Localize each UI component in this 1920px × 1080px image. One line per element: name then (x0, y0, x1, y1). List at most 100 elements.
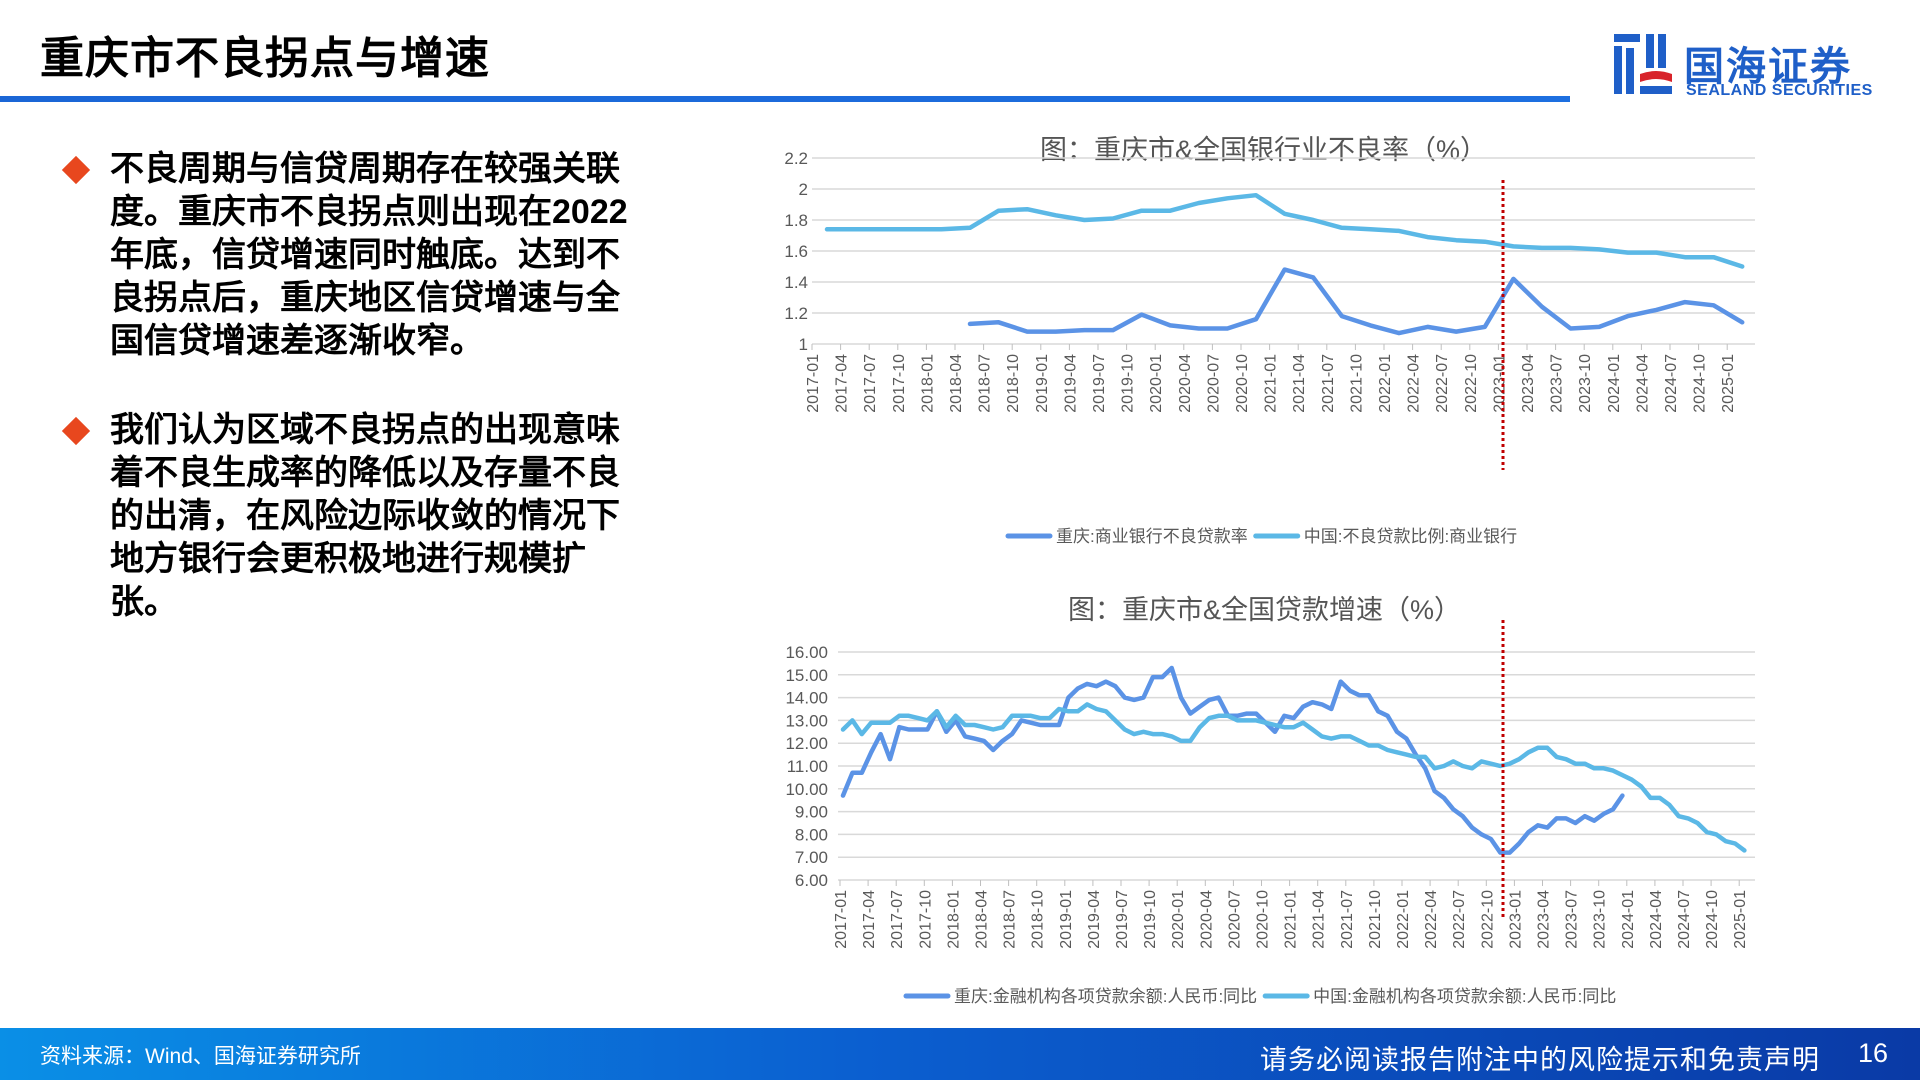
series-line-chongqing (967, 267, 1745, 336)
x-axis-tick-label: 2018-10 (1030, 890, 1047, 949)
x-axis-tick-label: 2023-04 (1520, 354, 1537, 413)
x-axis-tick-label: 2017-04 (834, 354, 851, 413)
series-line-china (840, 702, 1747, 853)
disclaimer-link[interactable]: 请务必阅读报告附注中的风险提示和免责声明 (1260, 1045, 1820, 1075)
x-axis-tick-label: 2024-04 (1648, 890, 1665, 949)
bullet-text: 不良周期与信贷周期存在较强关联度。重庆市不良拐点则出现在2022年底，信贷增速同… (110, 150, 628, 360)
x-axis-tick-label: 2022-07 (1434, 354, 1451, 413)
x-axis-tick-label: 2020-04 (1177, 354, 1194, 413)
y-axis-tick-label: 13.00 (785, 711, 828, 730)
y-axis-tick-label: 2 (799, 180, 808, 199)
y-axis-tick-label: 7.00 (795, 848, 828, 867)
x-axis-tick-label: 2017-01 (805, 354, 822, 413)
x-axis-tick-label: 2021-07 (1339, 890, 1356, 949)
x-axis-tick-label: 2020-07 (1205, 354, 1222, 413)
company-logo: 国海证券 SEALAND SECURITIES (1612, 24, 1882, 104)
x-axis-tick-label: 2019-07 (1091, 354, 1108, 413)
x-axis-tick-label: 2024-07 (1676, 890, 1693, 949)
x-axis-tick-label: 2019-04 (1086, 890, 1103, 949)
bullet-item: 我们认为区域不良拐点的出现意味着不良生成率的降低以及存量不良的出清，在风险边际收… (60, 409, 640, 624)
x-axis-tick-label: 2018-04 (974, 890, 991, 949)
legend-label: 重庆:商业银行不良贷款率 (1056, 527, 1248, 546)
series-line-china (824, 192, 1745, 269)
y-axis-tick-label: 9.00 (795, 803, 828, 822)
x-axis-tick-label: 2021-01 (1263, 354, 1280, 413)
x-axis-tick-label: 2024-10 (1692, 354, 1709, 413)
x-axis-tick-label: 2022-07 (1451, 890, 1468, 949)
data-source: 资料来源：Wind、国海证券研究所 (40, 1045, 361, 1068)
x-axis-tick-label: 2022-10 (1479, 890, 1496, 949)
y-axis-tick-label: 8.00 (795, 825, 828, 844)
x-axis-tick-label: 2022-10 (1463, 354, 1480, 413)
x-axis-tick-label: 2017-04 (861, 890, 878, 949)
y-axis-tick-label: 1.4 (784, 273, 808, 292)
x-axis-tick-label: 2021-07 (1320, 354, 1337, 413)
footer-bar: 资料来源：Wind、国海证券研究所 请务必阅读报告附注中的风险提示和免责声明 1… (0, 1028, 1920, 1080)
x-axis-tick-label: 2021-10 (1367, 890, 1384, 949)
y-axis-tick-label: 1.8 (784, 211, 808, 230)
y-axis-tick-label: 14.00 (785, 689, 828, 708)
sealand-logo-icon (1614, 34, 1672, 94)
x-axis-tick-label: 2018-01 (919, 354, 936, 413)
bullet-item: 不良周期与信贷周期存在较强关联度。重庆市不良拐点则出现在2022年底，信贷增速同… (60, 148, 640, 363)
x-axis-tick-label: 2021-10 (1348, 354, 1365, 413)
legend-label: 中国:不良贷款比例:商业银行 (1304, 527, 1517, 546)
y-axis-tick-label: 1 (799, 335, 808, 354)
x-axis-tick-label: 2025-01 (1732, 890, 1749, 949)
chart-1-title: 图：重庆市&全国银行业不良率（%） (1040, 135, 1488, 165)
x-axis-tick-label: 2019-10 (1142, 890, 1159, 949)
x-axis-tick-label: 2017-10 (891, 354, 908, 413)
x-axis-tick-label: 2023-10 (1577, 354, 1594, 413)
x-axis-tick-label: 2023-07 (1564, 890, 1581, 949)
x-axis-tick-label: 2023-04 (1536, 890, 1553, 949)
x-axis-tick-label: 2021-04 (1311, 890, 1328, 949)
title-underline (0, 96, 1570, 102)
x-axis-tick-label: 2020-10 (1234, 354, 1251, 413)
x-axis-tick-label: 2019-07 (1114, 890, 1131, 949)
x-axis-tick-label: 2018-01 (945, 890, 962, 949)
logo-text-en: SEALAND SECURITIES (1686, 82, 1873, 99)
x-axis-tick-label: 2022-04 (1406, 354, 1423, 413)
x-axis-tick-label: 2019-04 (1062, 354, 1079, 413)
page-number: 16 (1857, 1038, 1888, 1068)
x-axis-tick-label: 2024-07 (1663, 354, 1680, 413)
x-axis-tick-label: 2017-01 (833, 890, 850, 949)
x-axis-tick-label: 2022-01 (1395, 890, 1412, 949)
y-axis-tick-label: 11.00 (787, 757, 828, 776)
chart-2-title: 图：重庆市&全国贷款增速（%） (1068, 595, 1462, 625)
x-axis-tick-label: 2019-01 (1058, 890, 1075, 949)
y-axis-tick-label: 16.00 (785, 643, 828, 662)
x-axis-tick-label: 2020-07 (1226, 890, 1243, 949)
y-axis-tick-label: 2.2 (784, 149, 808, 168)
x-axis-tick-label: 2022-01 (1377, 354, 1394, 413)
x-axis-tick-label: 2020-10 (1255, 890, 1272, 949)
x-axis-tick-label: 2022-04 (1423, 890, 1440, 949)
x-axis-tick-label: 2020-01 (1170, 890, 1187, 949)
y-axis-tick-label: 1.2 (784, 304, 808, 323)
x-axis-tick-label: 2018-07 (1002, 890, 1019, 949)
x-axis-tick-label: 2018-07 (977, 354, 994, 413)
bullet-list: 不良周期与信贷周期存在较强关联度。重庆市不良拐点则出现在2022年底，信贷增速同… (60, 148, 640, 670)
y-axis-tick-label: 12.00 (785, 734, 828, 753)
x-axis-tick-label: 2023-01 (1507, 890, 1524, 949)
logo-text-cn: 国海证券 (1684, 45, 1852, 89)
x-axis-tick-label: 2019-10 (1120, 354, 1137, 413)
x-axis-tick-label: 2024-01 (1606, 354, 1623, 413)
legend-label: 中国:金融机构各项贷款余额:人民币:同比 (1313, 987, 1616, 1006)
x-axis-tick-label: 2019-01 (1034, 354, 1051, 413)
y-axis-tick-label: 6.00 (795, 871, 828, 890)
series-line-chongqing (840, 665, 1625, 855)
page-title: 重庆市不良拐点与增速 (40, 34, 490, 83)
x-axis-tick-label: 2018-10 (1005, 354, 1022, 413)
x-axis-tick-label: 2025-01 (1720, 354, 1737, 413)
x-axis-tick-label: 2018-04 (948, 354, 965, 413)
bullet-text: 我们认为区域不良拐点的出现意味着不良生成率的降低以及存量不良的出清，在风险边际收… (110, 411, 620, 621)
x-axis-tick-label: 2023-10 (1592, 890, 1609, 949)
x-axis-tick-label: 2020-04 (1198, 890, 1215, 949)
x-axis-tick-label: 2024-10 (1704, 890, 1721, 949)
x-axis-tick-label: 2023-07 (1549, 354, 1566, 413)
legend-label: 重庆:金融机构各项贷款余额:人民币:同比 (954, 987, 1257, 1006)
x-axis-tick-label: 2020-01 (1148, 354, 1165, 413)
